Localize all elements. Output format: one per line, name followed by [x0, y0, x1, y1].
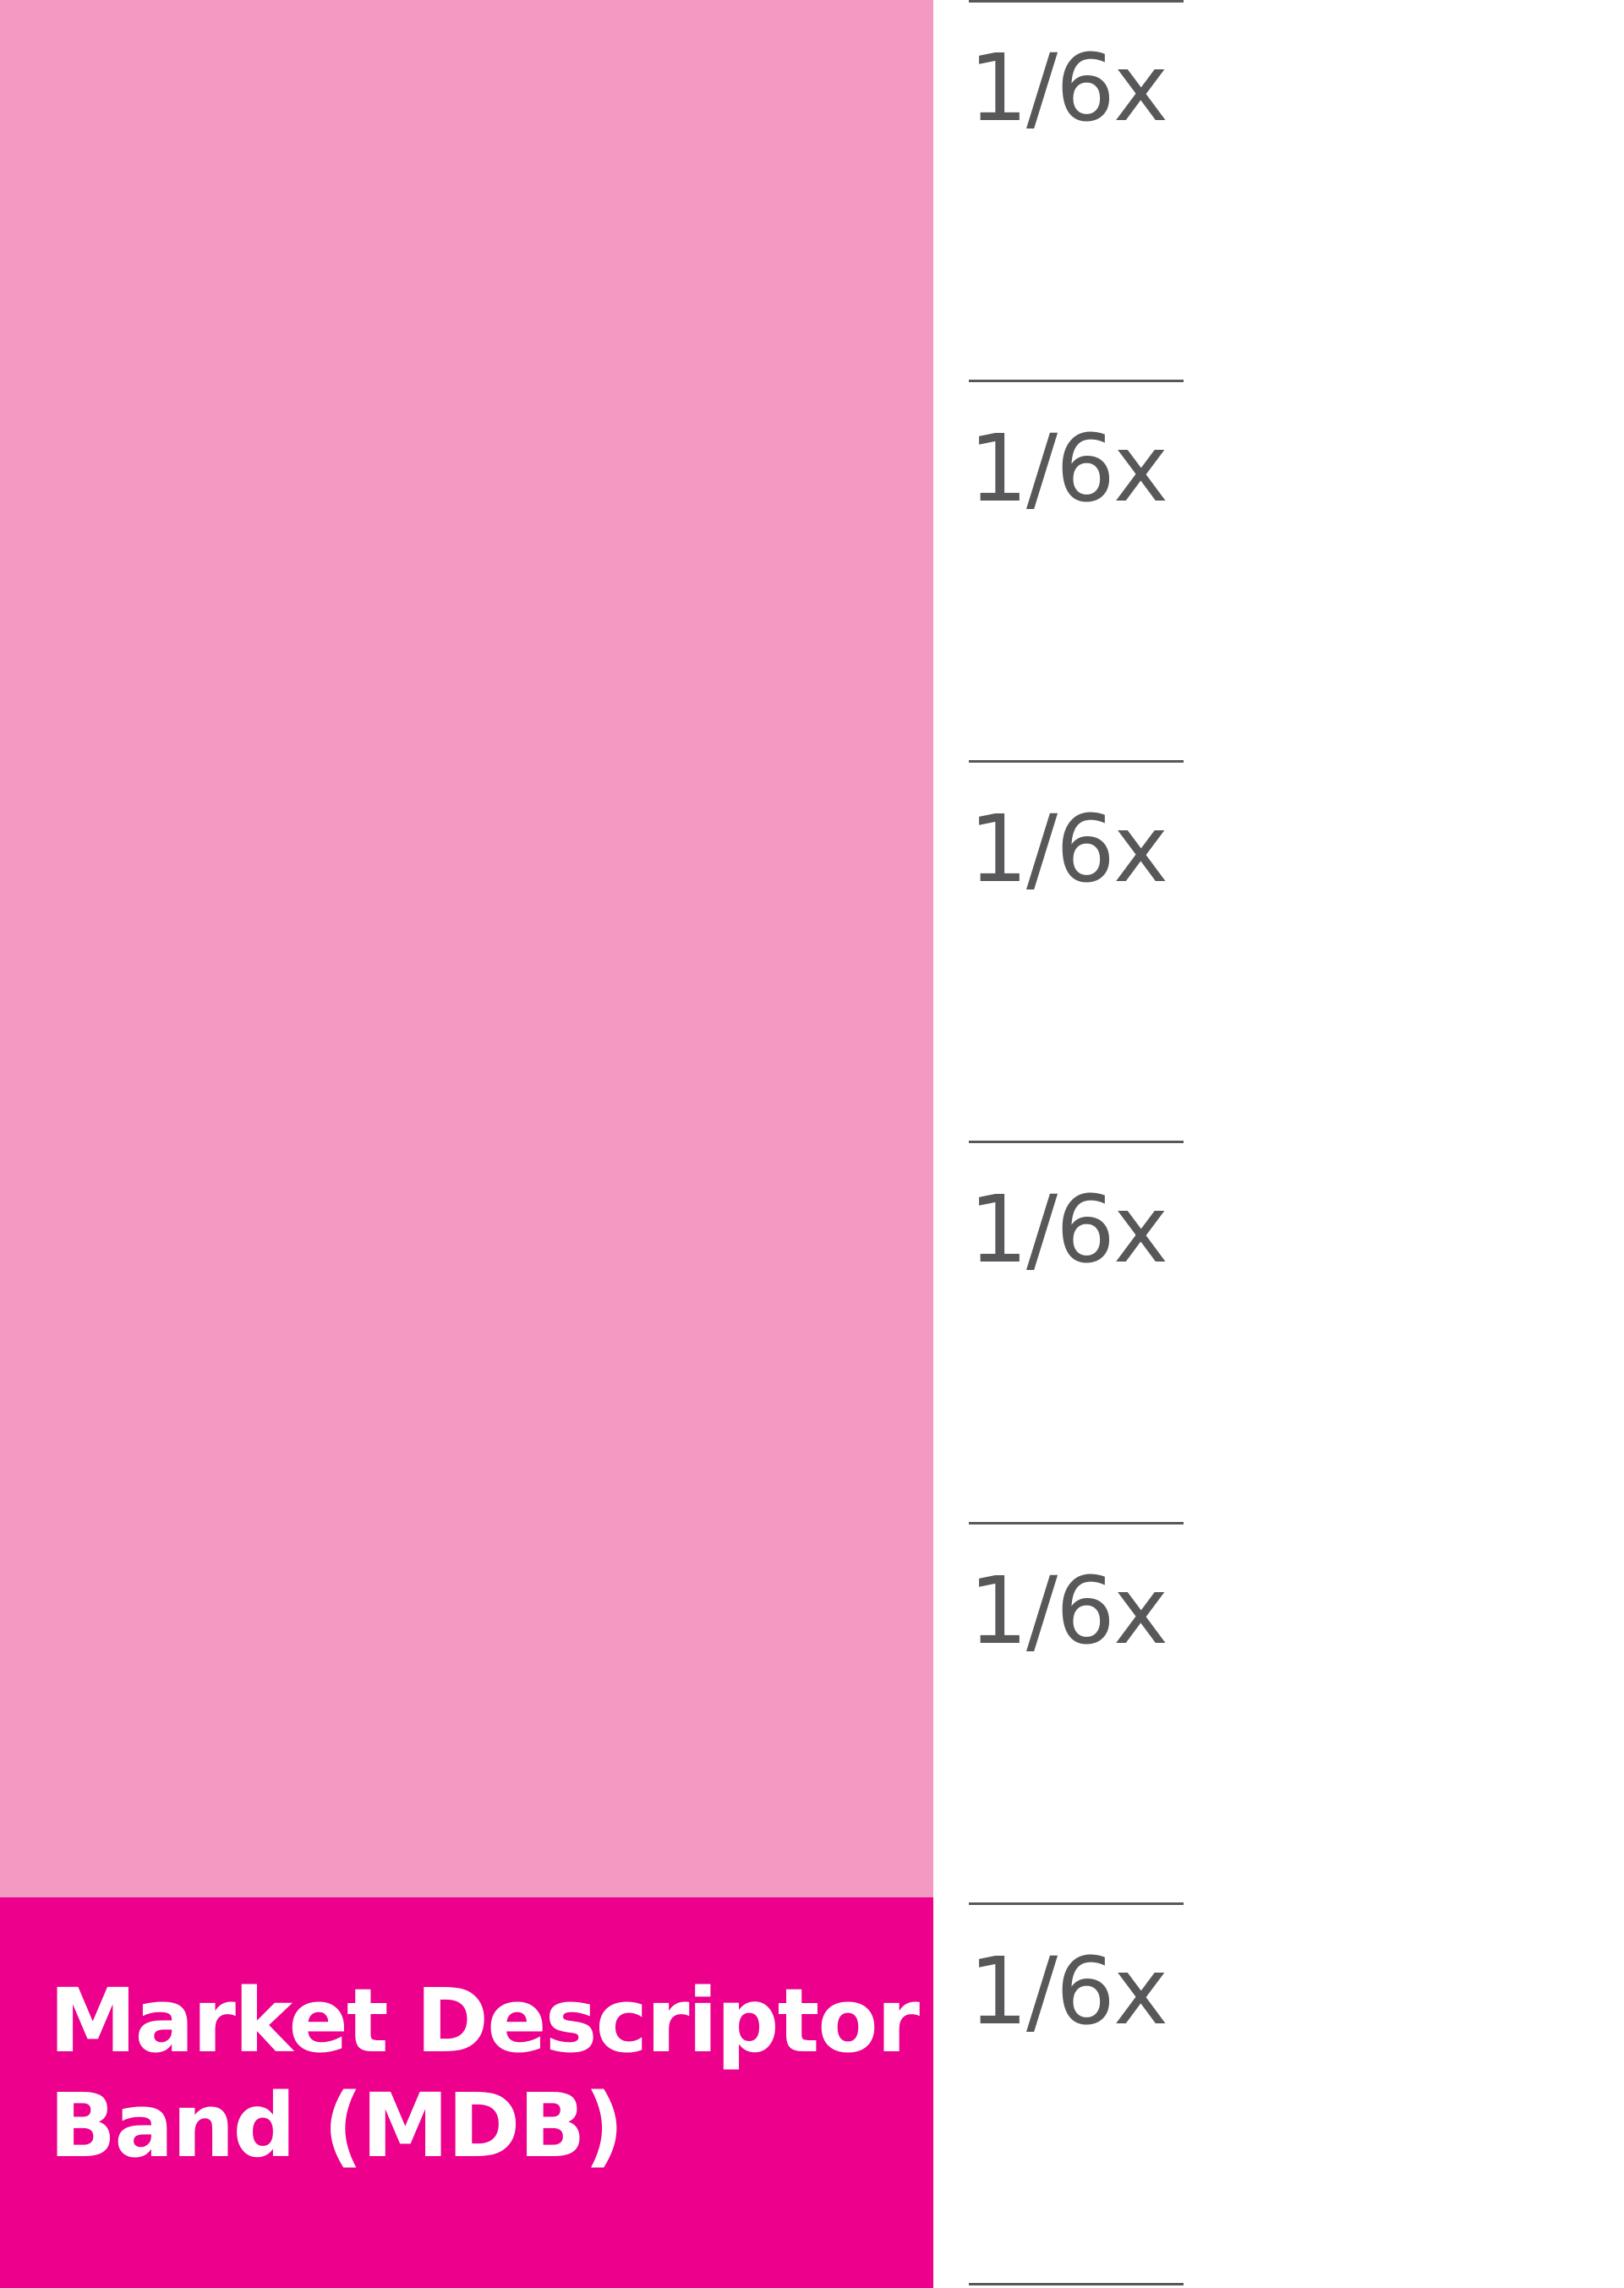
market-descriptor-band	[0, 1897, 933, 2288]
mdb-label-line-1: Market Descriptor	[49, 1969, 920, 2072]
divider-rule-7	[969, 2283, 1184, 2285]
ratio-label-3: 1/6x	[969, 795, 1168, 903]
mdb-label: Market Descriptor Band (MDB)	[49, 1968, 928, 2178]
divider-rule-2	[969, 380, 1184, 382]
ratio-label-4: 1/6x	[969, 1175, 1168, 1284]
ratio-label-2: 1/6x	[969, 414, 1168, 523]
divider-rule-5	[969, 1522, 1184, 1524]
divider-rule-4	[969, 1141, 1184, 1143]
ratio-label-5: 1/6x	[969, 1557, 1168, 1665]
divider-rule-1	[969, 0, 1184, 3]
pink-content-area	[0, 0, 933, 1897]
ratio-label-1: 1/6x	[969, 34, 1168, 142]
divider-rule-3	[969, 760, 1184, 763]
mdb-label-line-2: Band (MDB)	[49, 2074, 624, 2177]
ratio-label-6: 1/6x	[969, 1937, 1168, 2045]
divider-rule-6	[969, 1902, 1184, 1905]
